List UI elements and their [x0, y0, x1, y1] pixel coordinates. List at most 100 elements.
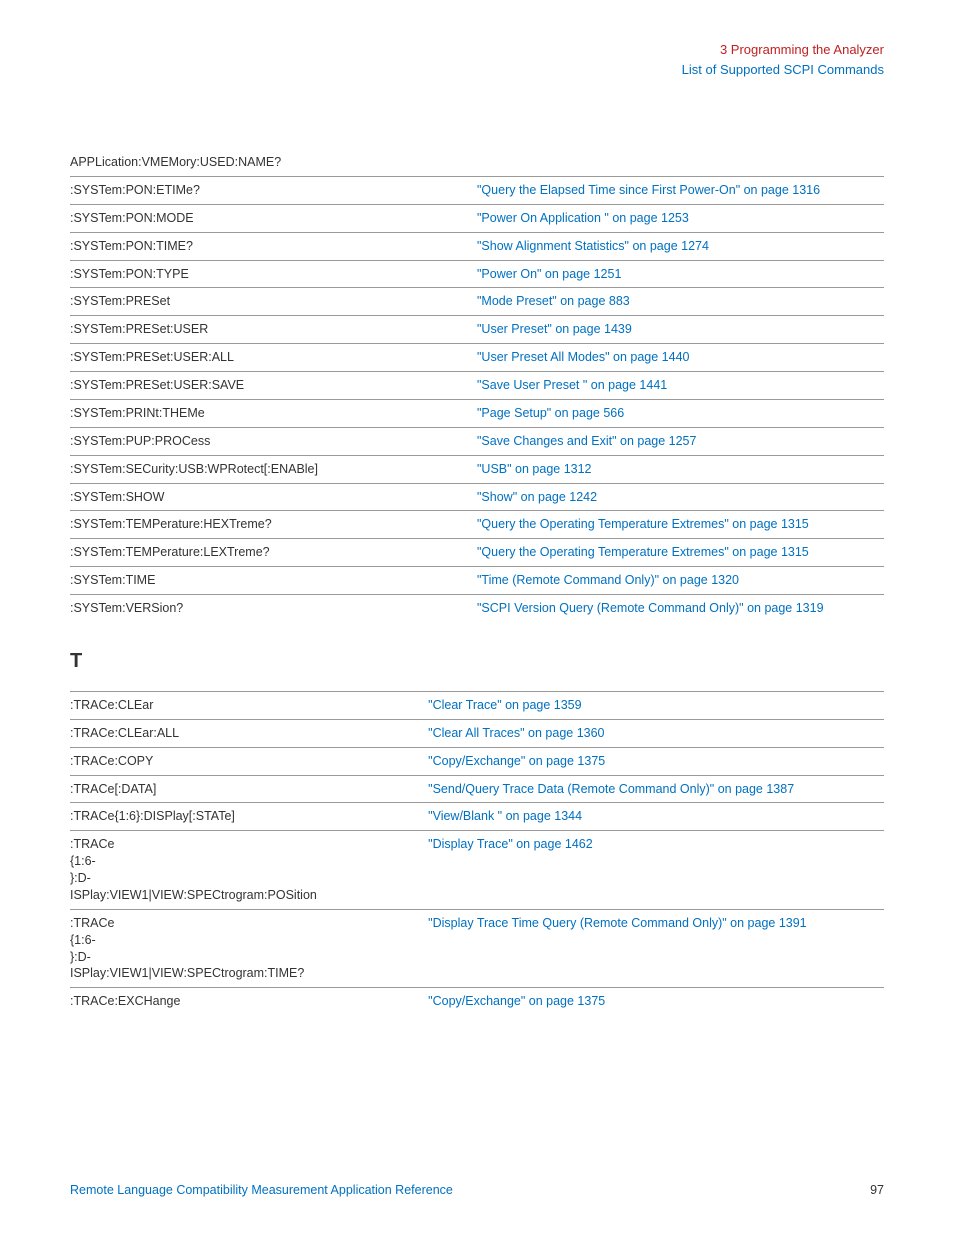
description-link[interactable]: "Send/Query Trace Data (Remote Command O… — [428, 782, 794, 796]
description-link[interactable]: "Page Setup" on page 566 — [477, 406, 624, 420]
table-row: :TRACe:COPY"Copy/Exchange" on page 1375 — [70, 747, 884, 775]
section-letter: T — [70, 650, 884, 673]
table-row: :SYSTem:TEMPerature:HEXTreme?"Query the … — [70, 511, 884, 539]
description-link[interactable]: "Show Alignment Statistics" on page 1274 — [477, 239, 709, 253]
description-cell: "Power On" on page 1251 — [477, 260, 884, 288]
description-link[interactable]: "Query the Elapsed Time since First Powe… — [477, 183, 820, 197]
description-link[interactable]: "Clear Trace" on page 1359 — [428, 698, 581, 712]
description-cell: "Power On Application " on page 1253 — [477, 204, 884, 232]
description-cell: "Save Changes and Exit" on page 1257 — [477, 427, 884, 455]
command-cell: :SYSTem:TEMPerature:HEXTreme? — [70, 511, 477, 539]
description-link[interactable]: "Show" on page 1242 — [477, 490, 597, 504]
description-link[interactable]: "Query the Operating Temperature Extreme… — [477, 517, 809, 531]
command-cell: :SYSTem:PON:TYPE — [70, 260, 477, 288]
description-cell: "Display Trace Time Query (Remote Comman… — [428, 909, 884, 988]
description-link[interactable]: "View/Blank " on page 1344 — [428, 809, 582, 823]
table-row: :SYSTem:VERSion?"SCPI Version Query (Rem… — [70, 595, 884, 622]
description-link[interactable]: "Copy/Exchange" on page 1375 — [428, 754, 605, 768]
description-link[interactable]: "Power On Application " on page 1253 — [477, 211, 689, 225]
table-row: :TRACe{1:6}:DISPlay[:STATe]"View/Blank "… — [70, 803, 884, 831]
table-row: :SYSTem:PON:TIME?"Show Alignment Statist… — [70, 232, 884, 260]
command-cell: :SYSTem:SECurity:USB:WPRotect[:ENABle] — [70, 455, 477, 483]
description-cell: "Clear Trace" on page 1359 — [428, 691, 884, 719]
footer-page-number: 97 — [870, 1183, 884, 1197]
description-link[interactable]: "Display Trace" on page 1462 — [428, 837, 593, 851]
table-row: :SYSTem:SECurity:USB:WPRotect[:ENABle]"U… — [70, 455, 884, 483]
command-cell: :TRACe[:DATA] — [70, 775, 428, 803]
description-link[interactable]: "Save User Preset " on page 1441 — [477, 378, 667, 392]
description-link[interactable]: "Mode Preset" on page 883 — [477, 294, 630, 308]
description-cell: "Show" on page 1242 — [477, 483, 884, 511]
table-header-row: APPLication:VMEMory:USED:NAME? — [70, 149, 884, 176]
description-link[interactable]: "Copy/Exchange" on page 1375 — [428, 994, 605, 1008]
command-cell: :SYSTem:PRESet:USER:ALL — [70, 344, 477, 372]
command-cell: :SYSTem:PRINt:THEMe — [70, 399, 477, 427]
description-cell: "SCPI Version Query (Remote Command Only… — [477, 595, 884, 622]
command-cell: :SYSTem:PRESet — [70, 288, 477, 316]
table-row: :TRACe:CLEar:ALL"Clear All Traces" on pa… — [70, 719, 884, 747]
table-row: :SYSTem:PRESet:USER:ALL"User Preset All … — [70, 344, 884, 372]
description-link[interactable]: "Display Trace Time Query (Remote Comman… — [428, 916, 806, 930]
header-chapter: 3 Programming the Analyzer — [70, 40, 884, 60]
command-cell: :SYSTem:TEMPerature:LEXTreme? — [70, 539, 477, 567]
command-cell: :TRACe {1:6- }:D- ISPlay:VIEW1|VIEW:SPEC… — [70, 909, 428, 988]
description-cell: "View/Blank " on page 1344 — [428, 803, 884, 831]
table-row: :SYSTem:PRESet:USER"User Preset" on page… — [70, 316, 884, 344]
description-cell: "Display Trace" on page 1462 — [428, 831, 884, 910]
table-row: :SYSTem:TEMPerature:LEXTreme?"Query the … — [70, 539, 884, 567]
description-cell: "Show Alignment Statistics" on page 1274 — [477, 232, 884, 260]
table-row: :SYSTem:TIME"Time (Remote Command Only)"… — [70, 567, 884, 595]
table-row: :SYSTem:PUP:PROCess"Save Changes and Exi… — [70, 427, 884, 455]
command-cell: :TRACe:CLEar — [70, 691, 428, 719]
description-link[interactable]: "Save Changes and Exit" on page 1257 — [477, 434, 696, 448]
scpi-table-s: APPLication:VMEMory:USED:NAME? :SYSTem:P… — [70, 149, 884, 622]
table-row: :TRACe:CLEar"Clear Trace" on page 1359 — [70, 691, 884, 719]
description-link[interactable]: "SCPI Version Query (Remote Command Only… — [477, 601, 824, 615]
description-cell: "Mode Preset" on page 883 — [477, 288, 884, 316]
command-cell: :SYSTem:PRESet:USER — [70, 316, 477, 344]
command-cell: :TRACe:CLEar:ALL — [70, 719, 428, 747]
command-cell: :SYSTem:SHOW — [70, 483, 477, 511]
description-link[interactable]: "USB" on page 1312 — [477, 462, 592, 476]
command-cell: :SYSTem:PUP:PROCess — [70, 427, 477, 455]
table-row: :TRACe[:DATA]"Send/Query Trace Data (Rem… — [70, 775, 884, 803]
table-row: :SYSTem:PRESet"Mode Preset" on page 883 — [70, 288, 884, 316]
command-cell: :SYSTem:PON:MODE — [70, 204, 477, 232]
table-row: :SYSTem:PON:TYPE"Power On" on page 1251 — [70, 260, 884, 288]
command-cell: :SYSTem:TIME — [70, 567, 477, 595]
description-cell: "Query the Operating Temperature Extreme… — [477, 539, 884, 567]
description-link[interactable]: "Clear All Traces" on page 1360 — [428, 726, 604, 740]
description-link[interactable]: "Power On" on page 1251 — [477, 267, 621, 281]
description-cell: "Clear All Traces" on page 1360 — [428, 719, 884, 747]
command-cell: :SYSTem:VERSion? — [70, 595, 477, 622]
table-row: :TRACe {1:6- }:D- ISPlay:VIEW1|VIEW:SPEC… — [70, 831, 884, 910]
description-cell: "Copy/Exchange" on page 1375 — [428, 747, 884, 775]
page-footer: Remote Language Compatibility Measuremen… — [70, 1183, 884, 1197]
footer-title: Remote Language Compatibility Measuremen… — [70, 1183, 453, 1197]
description-link[interactable]: "User Preset" on page 1439 — [477, 322, 632, 336]
description-cell: "User Preset All Modes" on page 1440 — [477, 344, 884, 372]
description-link[interactable]: "User Preset All Modes" on page 1440 — [477, 350, 689, 364]
table-header-cell: APPLication:VMEMory:USED:NAME? — [70, 149, 884, 176]
command-cell: :TRACe:EXCHange — [70, 988, 428, 1015]
page-header: 3 Programming the Analyzer List of Suppo… — [70, 40, 884, 79]
table-row: :SYSTem:PON:ETIMe?"Query the Elapsed Tim… — [70, 176, 884, 204]
description-cell: "Query the Operating Temperature Extreme… — [477, 511, 884, 539]
description-cell: "Send/Query Trace Data (Remote Command O… — [428, 775, 884, 803]
table-row: :SYSTem:SHOW"Show" on page 1242 — [70, 483, 884, 511]
description-link[interactable]: "Time (Remote Command Only)" on page 132… — [477, 573, 739, 587]
command-cell: :TRACe {1:6- }:D- ISPlay:VIEW1|VIEW:SPEC… — [70, 831, 428, 910]
description-cell: "Page Setup" on page 566 — [477, 399, 884, 427]
table-row: :SYSTem:PRESet:USER:SAVE"Save User Prese… — [70, 372, 884, 400]
description-cell: "Query the Elapsed Time since First Powe… — [477, 176, 884, 204]
description-cell: "Save User Preset " on page 1441 — [477, 372, 884, 400]
description-link[interactable]: "Query the Operating Temperature Extreme… — [477, 545, 809, 559]
table-row: :TRACe:EXCHange"Copy/Exchange" on page 1… — [70, 988, 884, 1015]
command-cell: :SYSTem:PRESet:USER:SAVE — [70, 372, 477, 400]
description-cell: "User Preset" on page 1439 — [477, 316, 884, 344]
table-row: :SYSTem:PRINt:THEMe"Page Setup" on page … — [70, 399, 884, 427]
description-cell: "USB" on page 1312 — [477, 455, 884, 483]
description-cell: "Time (Remote Command Only)" on page 132… — [477, 567, 884, 595]
header-section: List of Supported SCPI Commands — [70, 60, 884, 80]
command-cell: :SYSTem:PON:ETIMe? — [70, 176, 477, 204]
